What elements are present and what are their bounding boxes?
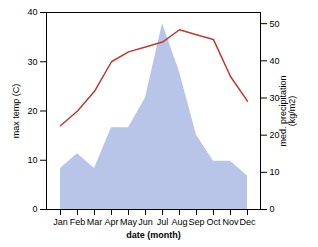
svg-text:Apr: Apr <box>104 217 118 227</box>
svg-text:30: 30 <box>269 92 280 103</box>
svg-text:Jun: Jun <box>138 217 153 227</box>
svg-text:10: 10 <box>270 167 280 177</box>
svg-text:Jul: Jul <box>157 217 169 227</box>
svg-text:Oct: Oct <box>206 217 221 227</box>
svg-text:Feb: Feb <box>70 217 86 227</box>
svg-text:Nov: Nov <box>222 217 239 227</box>
svg-text:Jan: Jan <box>53 217 68 227</box>
svg-text:40: 40 <box>27 7 37 17</box>
svg-text:50: 50 <box>270 19 280 29</box>
svg-text:40: 40 <box>270 56 280 66</box>
svg-text:20: 20 <box>269 130 280 140</box>
svg-text:10: 10 <box>27 155 37 165</box>
svg-text:Sep: Sep <box>188 217 204 227</box>
svg-text:0: 0 <box>270 204 275 214</box>
svg-text:Mar: Mar <box>87 217 103 227</box>
svg-text:Dec: Dec <box>239 217 256 227</box>
svg-text:30: 30 <box>27 57 37 67</box>
svg-text:0: 0 <box>32 204 37 214</box>
svg-text:Aug: Aug <box>171 217 187 227</box>
svg-text:date (month): date (month) <box>126 230 181 240</box>
svg-text:May: May <box>120 217 138 227</box>
svg-text:med. precipitation(kg/m2): med. precipitation(kg/m2) <box>278 75 297 146</box>
svg-text:20: 20 <box>27 106 37 116</box>
svg-text:max temp (C): max temp (C) <box>11 84 21 139</box>
